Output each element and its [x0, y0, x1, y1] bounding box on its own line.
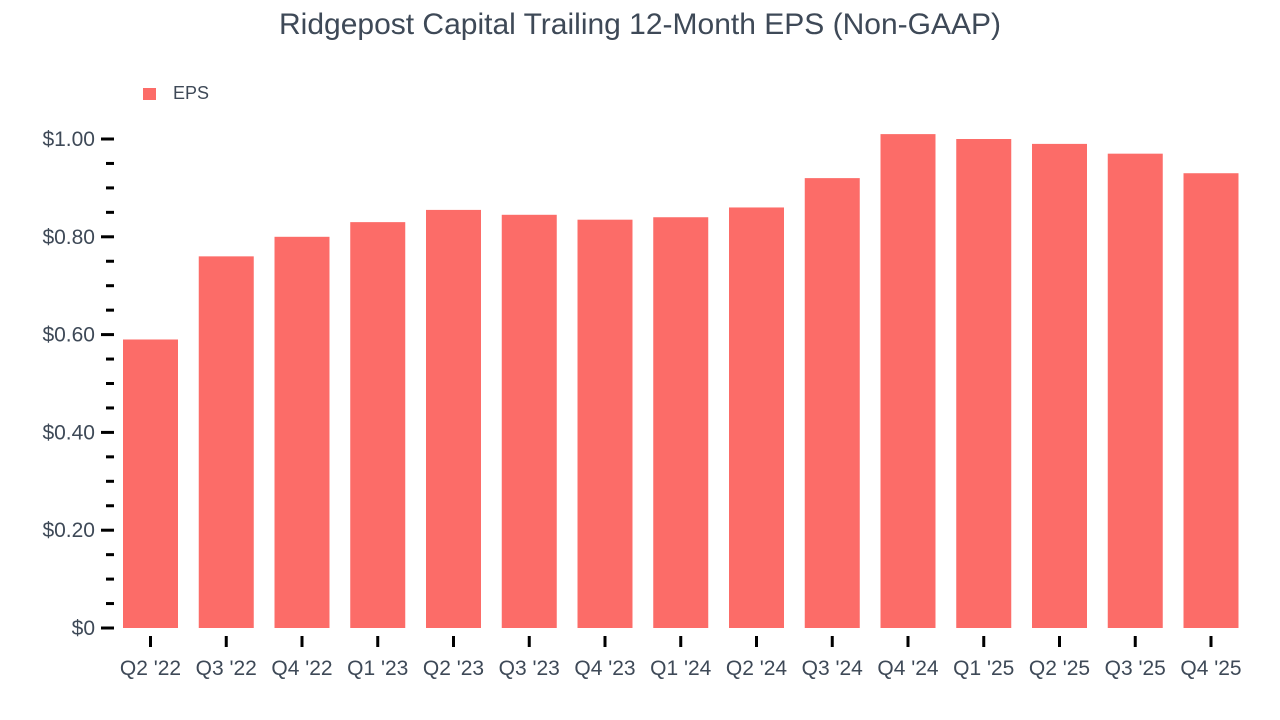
- y-axis-minor-tick: [106, 602, 114, 606]
- x-axis-tick: [982, 636, 986, 647]
- x-axis-label-q3-25: Q3 '25: [1105, 657, 1166, 680]
- x-axis-label-q2-25: Q2 '25: [1029, 657, 1090, 680]
- bar-q4-22: [274, 236, 330, 629]
- y-axis-label: $0.20: [42, 519, 95, 542]
- x-axis-tick: [830, 636, 834, 647]
- y-axis-minor-tick: [106, 357, 114, 361]
- y-axis-major-tick: [101, 235, 114, 239]
- y-axis-minor-tick: [106, 308, 114, 312]
- y-axis-minor-tick: [106, 259, 114, 263]
- legend-label-eps: EPS: [173, 83, 210, 103]
- y-axis-minor-tick: [106, 504, 114, 508]
- bar-q1-25: [956, 139, 1012, 628]
- y-axis-major-tick: [101, 430, 114, 434]
- y-axis-minor-tick: [106, 553, 114, 557]
- x-axis-tick: [1133, 636, 1137, 647]
- x-axis-label-q3-23: Q3 '23: [499, 657, 560, 680]
- bar-q2-25: [1032, 143, 1087, 628]
- x-axis-tick: [603, 636, 607, 647]
- bar-q3-22: [198, 256, 254, 628]
- x-axis-tick: [679, 636, 683, 647]
- bar-q2-22: [123, 339, 178, 628]
- legend-swatch-eps: [143, 87, 156, 100]
- x-axis-label-q4-23: Q4 '23: [574, 657, 635, 680]
- x-axis-label-q2-24: Q2 '24: [726, 657, 788, 680]
- x-axis-tick: [527, 636, 531, 647]
- bar-q4-23: [577, 219, 633, 628]
- bar-q4-24: [880, 134, 936, 629]
- bar-q3-23: [501, 214, 557, 629]
- bar-q4-25: [1183, 173, 1239, 629]
- y-axis-minor-tick: [106, 186, 114, 190]
- y-axis-label: $0.40: [42, 421, 95, 444]
- bar-q3-24: [804, 178, 860, 628]
- x-axis-tick: [906, 636, 910, 647]
- y-axis-minor-tick: [106, 479, 114, 483]
- bar-q1-24: [653, 217, 709, 629]
- chart-title: Ridgepost Capital Trailing 12-Month EPS …: [279, 8, 1001, 41]
- y-axis-major-tick: [101, 626, 114, 630]
- x-axis-tick: [1209, 636, 1213, 647]
- y-axis-label: $0.80: [42, 226, 95, 249]
- y-axis-label: $0: [72, 617, 95, 640]
- bar-q2-23: [426, 209, 481, 628]
- y-axis-minor-tick: [106, 455, 114, 459]
- x-axis-label-q3-22: Q3 '22: [196, 657, 257, 680]
- bar-q2-24: [729, 207, 784, 628]
- x-axis-label-q1-23: Q1 '23: [347, 657, 408, 680]
- y-axis-major-tick: [101, 137, 114, 141]
- x-axis-tick: [376, 636, 380, 647]
- x-axis-tick: [452, 636, 455, 647]
- y-axis-label: $0.60: [42, 324, 95, 347]
- y-axis-minor-tick: [106, 210, 114, 214]
- y-axis-minor-tick: [106, 406, 114, 410]
- x-axis-tick: [224, 636, 228, 647]
- x-axis-label-q4-24: Q4 '24: [877, 657, 939, 680]
- y-axis-minor-tick: [106, 382, 114, 385]
- x-axis-label-q1-24: Q1 '24: [650, 657, 712, 680]
- x-axis-tick: [1058, 636, 1061, 647]
- x-axis-label-q3-24: Q3 '24: [802, 657, 864, 680]
- bar-q3-25: [1107, 153, 1163, 629]
- x-axis-tick: [755, 636, 758, 647]
- y-axis-label: $1.00: [42, 128, 95, 151]
- y-axis-minor-tick: [106, 161, 114, 165]
- bar-q1-23: [350, 222, 406, 628]
- x-axis-label-q4-22: Q4 '22: [271, 657, 332, 680]
- y-axis-minor-tick: [106, 284, 114, 288]
- x-axis-label-q2-22: Q2 '22: [120, 657, 181, 680]
- y-axis-major-tick: [101, 333, 114, 337]
- x-axis-tick: [149, 636, 152, 647]
- x-axis-label-q4-25: Q4 '25: [1180, 657, 1241, 680]
- y-axis-major-tick: [101, 528, 114, 532]
- x-axis-label-q2-23: Q2 '23: [423, 657, 484, 680]
- y-axis-minor-tick: [106, 577, 114, 581]
- x-axis-label-q1-25: Q1 '25: [953, 657, 1014, 680]
- x-axis-tick: [300, 636, 304, 647]
- legend: EPS: [143, 83, 209, 104]
